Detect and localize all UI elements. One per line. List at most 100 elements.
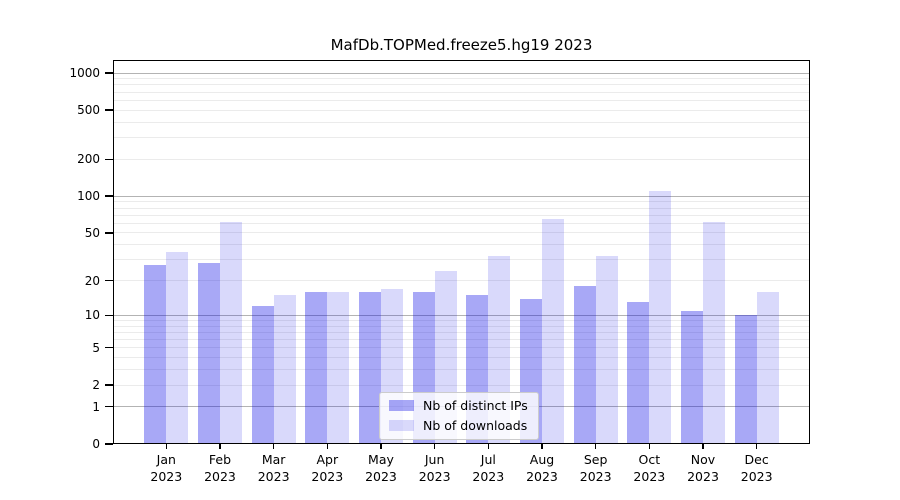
x-tick-label: Jan 2023 xyxy=(150,452,183,484)
bar-distinct-ips-nov xyxy=(681,310,703,444)
gridline-minor xyxy=(113,214,810,216)
gridline-minor xyxy=(113,232,810,234)
gridline-minor xyxy=(113,158,810,160)
bar-distinct-ips-feb xyxy=(198,263,220,444)
y-tick-label: 2 xyxy=(92,378,100,392)
x-tick-mark xyxy=(541,444,543,449)
gridline-major xyxy=(113,314,810,316)
y-tick-label: 100 xyxy=(77,189,100,204)
gridline-minor xyxy=(113,201,810,203)
legend: Nb of distinct IPs Nb of downloads xyxy=(379,392,539,440)
x-tick-mark xyxy=(380,444,382,449)
bar-downloads-dec xyxy=(756,291,779,444)
y-tick-label: 50 xyxy=(84,225,100,240)
x-tick-mark xyxy=(433,444,436,449)
bar-downloads-aug xyxy=(542,219,564,444)
y-tick-label: 10 xyxy=(84,308,100,323)
y-tick-mark xyxy=(105,195,113,197)
bar-distinct-ips-apr xyxy=(305,291,328,444)
bar-downloads-feb xyxy=(220,221,242,444)
x-tick-label: Apr 2023 xyxy=(311,452,344,484)
y-tick-mark xyxy=(105,406,113,408)
gridline-minor xyxy=(113,99,810,101)
x-tick-mark xyxy=(594,444,597,449)
y-tick-mark xyxy=(105,158,113,160)
x-tick-label: Jul 2023 xyxy=(472,452,505,484)
gridline-minor xyxy=(113,84,810,86)
legend-label: Nb of downloads xyxy=(423,418,528,433)
legend-row: Nb of distinct IPs xyxy=(389,398,528,413)
gridline-minor xyxy=(113,78,810,80)
y-tick-label: 0 xyxy=(92,437,100,451)
x-tick-label: Oct 2023 xyxy=(633,452,666,484)
y-tick-mark xyxy=(105,279,113,282)
bar-downloads-mar xyxy=(273,295,296,444)
x-tick-label: Feb 2023 xyxy=(204,452,236,484)
y-tick-mark xyxy=(105,72,113,74)
legend-swatch-distinct-ips xyxy=(389,400,414,411)
x-tick-mark xyxy=(219,444,221,449)
bar-distinct-ips-may xyxy=(359,291,381,444)
x-tick-label: Jun 2023 xyxy=(418,452,451,484)
gridline-minor xyxy=(113,137,810,139)
gridline-minor xyxy=(113,222,810,224)
x-tick-label: Sep 2023 xyxy=(579,452,612,484)
gridline-minor xyxy=(113,369,810,371)
bar-downloads-apr xyxy=(327,291,350,444)
x-tick-mark xyxy=(755,444,758,449)
gridline-minor xyxy=(113,121,810,123)
y-tick-label: 1000 xyxy=(69,66,100,80)
x-tick-label: Dec 2023 xyxy=(740,452,773,484)
x-tick-mark xyxy=(487,444,489,449)
y-tick-mark xyxy=(105,443,113,445)
bar-downloads-nov xyxy=(703,222,725,444)
bar-downloads-oct xyxy=(649,190,672,444)
y-tick-label: 200 xyxy=(77,152,100,167)
x-tick-label: May 2023 xyxy=(365,452,397,484)
gridline-minor xyxy=(113,339,810,340)
gridline-minor xyxy=(113,244,810,246)
gridline-major xyxy=(113,72,810,74)
gridline-major xyxy=(113,195,810,197)
gridline-minor xyxy=(113,331,810,333)
legend-row: Nb of downloads xyxy=(389,418,528,433)
x-tick-mark xyxy=(272,444,275,449)
y-tick-mark xyxy=(105,232,113,234)
bar-distinct-ips-jan xyxy=(144,265,167,444)
legend-swatch-downloads xyxy=(389,420,414,431)
y-tick-mark xyxy=(105,109,113,111)
plot-area: Nb of distinct IPs Nb of downloads xyxy=(113,60,810,444)
x-tick-mark xyxy=(326,444,328,449)
y-tick-mark xyxy=(105,314,113,316)
y-tick-label: 5 xyxy=(92,340,100,355)
gridline-minor xyxy=(113,91,810,93)
x-tick-label: Nov 2023 xyxy=(687,452,719,484)
gridline-minor xyxy=(113,109,810,111)
gridline-minor xyxy=(113,384,810,386)
legend-label: Nb of distinct IPs xyxy=(423,398,528,413)
y-tick-label: 20 xyxy=(84,273,100,288)
chart-title: MafDb.TOPMed.freeze5.hg19 2023 xyxy=(330,36,593,54)
x-tick-mark xyxy=(165,444,167,449)
gridline-minor xyxy=(113,319,810,321)
y-tick-mark xyxy=(105,347,113,349)
y-tick-label: 500 xyxy=(77,103,100,118)
bar-distinct-ips-dec xyxy=(734,315,757,444)
bar-distinct-ips-sep xyxy=(573,285,596,444)
x-tick-mark xyxy=(702,444,704,449)
x-tick-label: Mar 2023 xyxy=(257,452,290,484)
gridline-minor xyxy=(113,280,810,281)
y-tick-label: 1 xyxy=(92,399,100,414)
x-tick-label: Aug 2023 xyxy=(526,452,558,484)
gridline-minor xyxy=(113,347,810,349)
x-tick-mark xyxy=(648,444,651,449)
gridline-minor xyxy=(113,357,810,359)
gridline-minor xyxy=(113,207,810,209)
gridline-minor xyxy=(113,259,810,261)
bar-distinct-ips-mar xyxy=(251,306,274,444)
bar-downloads-jan xyxy=(166,251,189,444)
gridline-minor xyxy=(113,325,810,327)
y-tick-mark xyxy=(105,384,113,386)
bar-downloads-sep xyxy=(595,256,618,444)
